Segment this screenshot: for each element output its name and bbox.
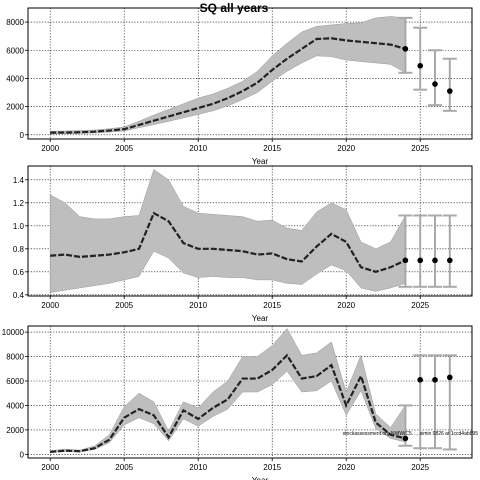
x-tick-label: 2015 — [263, 144, 281, 153]
x-tick-label: 2000 — [41, 301, 59, 310]
y-tick-label: 1.2 — [13, 199, 25, 208]
x-tick-label: 2015 — [263, 301, 281, 310]
y-tick-label: 0.8 — [13, 245, 25, 254]
plot-frame — [27, 325, 473, 459]
x-tick-label: 2025 — [411, 301, 429, 310]
x-tick-label: 2025 — [411, 144, 429, 153]
y-tick-label: 4000 — [6, 401, 24, 410]
x-tick-label: 2025 — [411, 463, 429, 472]
forecast-point — [432, 81, 438, 87]
x-tick-label: 2010 — [189, 144, 207, 153]
y-tick-label: 0 — [20, 131, 25, 140]
y-tick-label: 1.4 — [13, 176, 25, 185]
forecast-point — [447, 257, 453, 264]
forecast-point — [402, 46, 409, 52]
forecast-point — [432, 376, 438, 383]
x-tick-label: 2005 — [115, 463, 133, 472]
estimate-line — [50, 37, 406, 134]
x-tick-label: 2015 — [263, 463, 281, 472]
x-tick-label: 2005 — [115, 301, 133, 310]
plot-frame — [27, 165, 473, 297]
x-tick-label: 2005 — [115, 144, 133, 153]
y-tick-label: 0.4 — [13, 291, 25, 300]
y-tick-label: 8000 — [6, 353, 24, 362]
confidence-band — [49, 16, 406, 135]
forecast-point — [402, 257, 409, 264]
estimate-line — [50, 211, 406, 273]
x-tick-label: 2000 — [41, 463, 59, 472]
y-tick-label: 8000 — [6, 18, 24, 27]
x-tick-label: 2010 — [189, 463, 207, 472]
estimate-line — [50, 353, 406, 453]
forecast-point — [402, 435, 409, 442]
x-axis-title: Year — [252, 157, 269, 166]
y-tick-label: 2000 — [6, 103, 24, 112]
fishing-mortality-panel: 2000 2005 2010 2015 2020 2025 0.4 0.6 0.8 1.0 1.2 1… — [13, 165, 473, 323]
x-tick-label: 2020 — [337, 144, 355, 153]
forecast-point — [447, 374, 453, 381]
catch-panel: 2000 2005 2010 2015 2020 2025 0 2000 4000 6000 800… — [2, 325, 473, 480]
y-tick-label: 4000 — [6, 74, 24, 83]
y-tick-label: 6000 — [6, 46, 24, 55]
x-axis-title: Year — [252, 314, 269, 323]
forecast-point — [447, 88, 453, 94]
y-tick-label: 6000 — [6, 377, 24, 386]
confidence-band — [49, 169, 406, 293]
forecast-point — [417, 376, 424, 383]
y-tick-label: 2000 — [6, 426, 24, 435]
x-axis-title: Year — [252, 476, 269, 480]
forecast-point — [417, 257, 424, 264]
plot-frame — [27, 7, 473, 140]
y-tick-label: 1.0 — [13, 222, 25, 231]
y-tick-label: 0.6 — [13, 268, 25, 277]
recruitment-panel: 2000 2005 2010 2015 2020 2025 0 2000 4000 6000 800… — [6, 7, 473, 166]
x-tick-label: 2010 — [189, 301, 207, 310]
forecast-point — [417, 62, 424, 69]
forecast-point — [432, 257, 438, 264]
x-tick-label: 2020 — [337, 301, 355, 310]
watermark-text: stockassessment.org NWW/C5…, simin 0826 … — [343, 431, 479, 437]
x-tick-label: 2000 — [41, 144, 59, 153]
y-tick-label: 0 — [20, 450, 25, 459]
x-tick-label: 2020 — [337, 463, 355, 472]
y-tick-label: 10000 — [2, 328, 25, 337]
